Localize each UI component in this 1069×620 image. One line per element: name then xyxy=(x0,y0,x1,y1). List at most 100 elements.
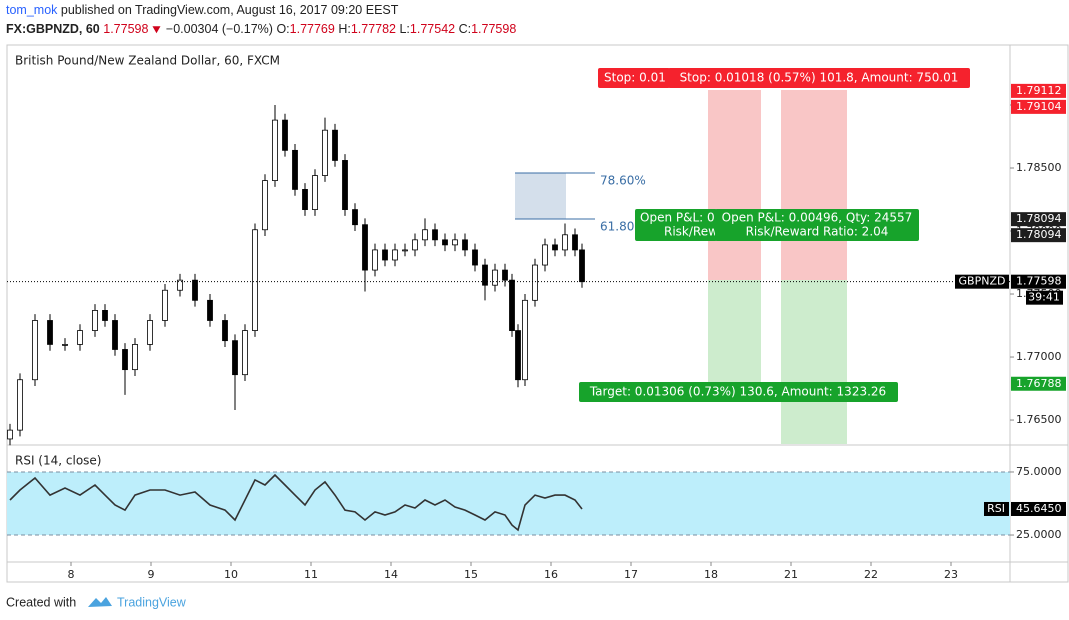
ohlc-label: C: xyxy=(459,22,472,36)
countdown-label: 39:41 xyxy=(1028,291,1060,304)
candle-body xyxy=(462,239,468,251)
candle-body xyxy=(112,320,118,350)
ohlc-value: 1.77598 xyxy=(471,22,516,36)
candle-body xyxy=(509,279,515,331)
last-price: 1.77598 xyxy=(103,22,148,36)
footer-text: Created with xyxy=(6,595,76,609)
stop-zone[interactable] xyxy=(708,90,761,280)
candle-body xyxy=(77,330,83,345)
target-zone[interactable] xyxy=(708,280,761,382)
price-tag-label: 1.78094 xyxy=(1016,228,1062,241)
plot-area: 1.765001.770001.775001.780001.785001.790… xyxy=(7,83,1066,581)
candle-body xyxy=(322,129,328,176)
candle-body xyxy=(222,320,228,342)
pnl-label-box[interactable] xyxy=(715,209,919,241)
symbol: FX:GBPNZD, 60 xyxy=(6,22,100,36)
candle-body xyxy=(362,224,368,271)
symbol-tag xyxy=(955,274,1009,289)
x-tick-label: 14 xyxy=(384,568,398,581)
brand-logo[interactable] xyxy=(88,597,112,607)
candle-body xyxy=(32,320,38,381)
candle-body xyxy=(242,330,248,376)
price-tag xyxy=(1011,376,1066,391)
published: published on TradingView.com, August 16,… xyxy=(57,3,398,17)
x-tick-label: 11 xyxy=(304,568,318,581)
candle-body xyxy=(132,344,138,371)
candle-body xyxy=(452,239,458,246)
candle-body xyxy=(232,340,238,376)
candle-body xyxy=(382,249,388,261)
fib-zone[interactable] xyxy=(515,173,566,219)
x-tick-label: 15 xyxy=(464,568,478,581)
ohlc-label: L: xyxy=(399,22,409,36)
chart-title: British Pound/New Zealand Dollar, 60, FX… xyxy=(15,54,280,68)
candle-body xyxy=(542,244,548,266)
candle-body xyxy=(352,209,358,226)
candle-body xyxy=(562,234,568,251)
stop-zone[interactable] xyxy=(781,90,847,280)
candle-body xyxy=(432,229,438,241)
x-tick-label: 18 xyxy=(704,568,718,581)
fib-label: 61.80 xyxy=(600,220,634,234)
price-tag xyxy=(1011,99,1066,114)
stop-label-box[interactable] xyxy=(598,68,670,88)
candle-body xyxy=(147,320,153,345)
candle-body xyxy=(515,330,521,381)
price-tag xyxy=(1011,83,1066,98)
price-tag-label: 1.76788 xyxy=(1016,377,1062,390)
candle-body xyxy=(207,299,213,321)
candle-body xyxy=(292,149,298,190)
pnl-label: Open P&L: 0.00496, Qty: 24557 xyxy=(722,211,913,225)
target-label: Target: 0.01306 (0.73%) 130.6, Amount: 1… xyxy=(589,385,886,399)
stop-label: Stop: 0.01018 (0.57%) 101.8, Amount: 750… xyxy=(680,71,959,85)
candle-body xyxy=(442,239,448,246)
x-tick-label: 16 xyxy=(544,568,558,581)
candle-body xyxy=(372,249,378,271)
change: −0.00304 (−0.17%) xyxy=(166,22,273,36)
x-tick-label: 17 xyxy=(624,568,638,581)
price-tag-label: 1.78094 xyxy=(1016,212,1062,225)
price-tag-label: 1.79104 xyxy=(1016,100,1062,113)
candle-body xyxy=(312,175,318,210)
y-tick-label: 1.78500 xyxy=(1016,161,1062,174)
price-tag-label: 1.77598 xyxy=(1016,275,1062,288)
author[interactable]: tom_mok xyxy=(6,3,58,17)
candle-body xyxy=(47,320,53,345)
indicator-value: 45.6450 xyxy=(1016,502,1062,515)
candle-body xyxy=(252,229,258,331)
y-tick-label: 75.0000 xyxy=(1016,465,1062,478)
target-label-box[interactable] xyxy=(579,382,898,402)
price-tag xyxy=(1011,228,1066,243)
quote-line: FX:GBPNZD, 60 1.77598 −0.00304 (−0.17%) … xyxy=(6,22,516,36)
candle-body xyxy=(62,344,68,346)
x-tick-label: 21 xyxy=(784,568,798,581)
candle-body xyxy=(102,310,108,321)
candle-body xyxy=(502,269,508,281)
stop-label: Stop: 0.01 xyxy=(604,71,666,85)
candle-body xyxy=(422,229,428,241)
x-tick-label: 23 xyxy=(944,568,958,581)
x-tick-label: 10 xyxy=(224,568,238,581)
y-tick-label: 1.76500 xyxy=(1016,413,1062,426)
price-tag xyxy=(1011,212,1066,227)
candle-body xyxy=(552,244,558,251)
brand-name[interactable]: TradingView xyxy=(117,595,187,609)
indicator-name: RSI xyxy=(987,502,1005,515)
candle-body xyxy=(162,289,168,321)
pnl-short: Open P&L: 0 Risk/Rew xyxy=(640,211,717,239)
target-zone[interactable] xyxy=(781,280,847,444)
rsi-line xyxy=(9,473,583,532)
ohlc-value: 1.77769 xyxy=(290,22,335,36)
ohlc-label: O: xyxy=(276,22,289,36)
fib-label: 78.60% xyxy=(600,174,646,188)
candle-body xyxy=(272,119,278,182)
candle-body xyxy=(579,249,585,283)
price-tag-label: 1.79112 xyxy=(1016,84,1062,97)
pnl-label-box[interactable] xyxy=(635,209,717,241)
stop-label-box[interactable] xyxy=(668,68,970,88)
down-arrow-icon xyxy=(152,26,161,34)
candle-body xyxy=(392,249,398,261)
candle-body xyxy=(522,299,528,381)
y-tick-label: 25.0000 xyxy=(1016,528,1062,541)
